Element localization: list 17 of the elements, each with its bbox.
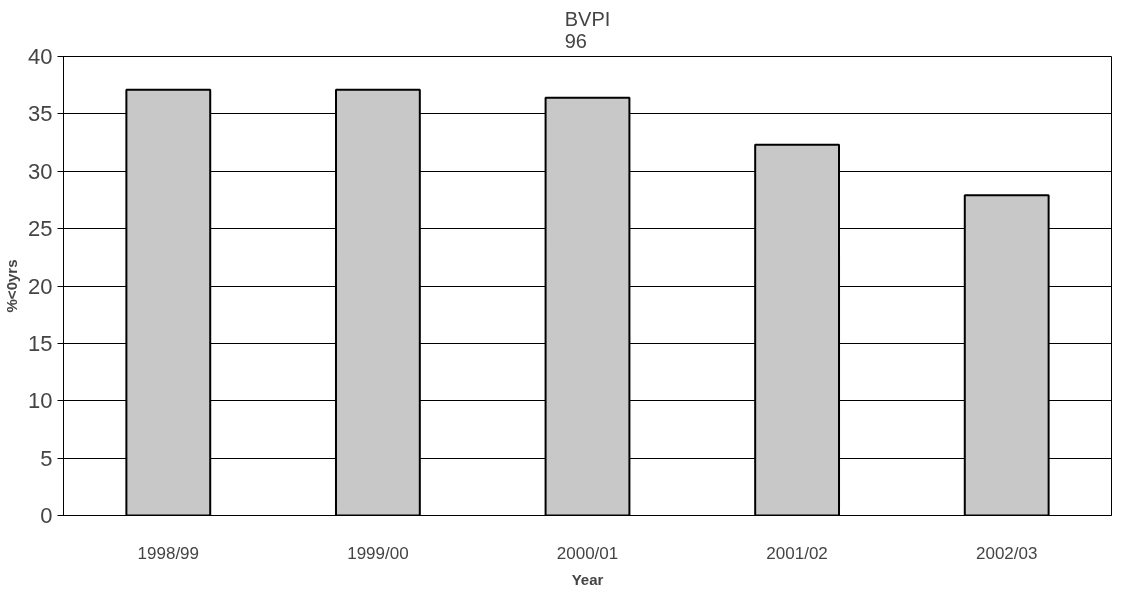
y-tick-label: 40: [28, 44, 53, 69]
x-tick-label: 2001/02: [766, 543, 828, 563]
x-axis-title: Year: [571, 570, 604, 588]
x-tick-label: 1998/99: [137, 543, 200, 563]
x-tick-label: 2000/01: [556, 543, 619, 563]
y-tick-label: 10: [28, 388, 53, 414]
chart-title: BVPI 96: [564, 7, 611, 52]
y-tick-label: 35: [28, 101, 53, 127]
y-axis-title: %<0yrs: [3, 259, 21, 313]
y-tick-label: 20: [28, 273, 53, 299]
y-tick-label: 0: [40, 503, 53, 528]
y-tick-label: 15: [28, 330, 53, 356]
x-tick-label: 1999/00: [347, 543, 409, 563]
y-tick-label: 5: [40, 445, 53, 471]
y-tick-label: 30: [28, 158, 53, 184]
y-tick-label: 25: [28, 216, 53, 242]
x-tick-label: 2002/03: [975, 543, 1038, 563]
